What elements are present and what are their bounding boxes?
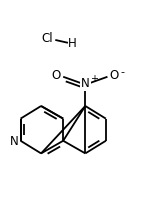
- Text: Cl: Cl: [42, 32, 53, 45]
- Text: -: -: [120, 67, 124, 77]
- Text: +: +: [90, 74, 98, 84]
- Text: O: O: [52, 70, 61, 82]
- Text: N: N: [10, 135, 19, 148]
- Text: H: H: [68, 37, 77, 50]
- Text: N: N: [81, 77, 90, 90]
- Text: O: O: [110, 70, 119, 82]
